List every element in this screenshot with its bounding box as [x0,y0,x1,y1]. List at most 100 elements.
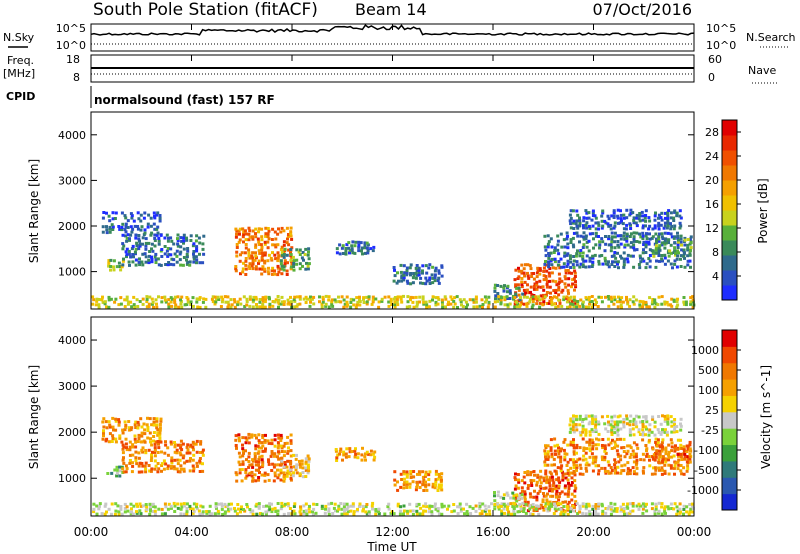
power-cell [117,303,121,307]
velocity-cell [257,439,261,443]
power-cell [188,260,192,264]
velocity-cell [399,485,403,489]
power-colorbar-swatch [722,210,737,226]
velocity-cell [108,423,112,427]
power-cell [271,227,275,231]
velocity-cell [651,417,655,421]
velocity-cell [642,466,646,470]
velocity-cell [102,425,106,429]
power-cell [579,298,583,302]
power-cell [405,271,409,275]
velocity-cell [569,417,573,421]
power-cell [257,261,260,265]
velocity-cell [138,461,142,465]
velocity-cell [567,487,571,490]
velocity-cell [661,460,664,464]
power-cell [632,235,636,239]
velocity-cell [302,509,306,513]
power-cell [616,214,620,218]
velocity-cell [663,419,667,423]
velocity-cell [523,492,527,496]
velocity-cell [241,462,245,466]
velocity-cell [233,509,237,513]
velocity-cell [151,510,155,513]
power-cell [566,289,570,293]
power-cell [623,237,627,241]
power-cell [594,227,598,231]
velocity-cell [276,509,280,513]
power-cell [572,266,576,269]
power-cell [342,252,345,255]
power-cell [166,239,170,243]
velocity-cell [557,498,561,502]
velocity-cell [245,458,248,462]
velocity-cell [644,433,647,437]
power-cell [632,237,636,241]
velocity-cell [250,470,254,474]
velocity-cell [584,433,588,437]
velocity-cell [683,455,687,459]
power-cell [358,303,362,307]
power-cell [369,247,373,251]
power-cell [582,259,586,263]
velocity-cell [507,510,511,514]
power-cell [684,300,688,304]
velocity-cell [258,466,262,470]
velocity-cell [679,455,683,459]
power-cell [631,211,635,215]
velocity-cell [280,450,284,453]
velocity-cell [517,497,521,501]
power-cell [261,251,264,255]
power-cell [276,232,280,236]
power-cell [421,281,425,285]
velocity-cell [285,441,289,445]
velocity-cell [551,487,555,491]
velocity-cell [611,438,614,442]
power-cell [113,300,117,304]
velocity-cell [650,502,654,506]
power-cell [340,295,344,299]
velocity-cell [465,510,469,513]
velocity-cell [672,507,676,511]
power-cell [553,249,557,252]
power-cell [601,240,605,244]
velocity-cell [417,470,421,474]
power-cell [176,244,180,248]
velocity-cell [539,486,543,490]
velocity-cell [673,425,677,429]
power-cell [235,254,239,258]
power-cell [568,297,572,301]
power-cell [182,233,186,237]
power-cell [135,241,139,245]
velocity-cell [552,481,556,485]
power-cell [298,262,302,266]
power-cell [669,211,673,215]
power-cell [264,226,268,230]
power-cell [553,257,557,261]
power-cell [248,229,252,233]
power-cell [548,267,552,270]
power-cell [575,224,579,228]
velocity-cell [267,460,271,464]
velocity-cell [255,436,258,440]
velocity-cell [584,431,588,434]
velocity-cell [561,478,565,482]
power-cell [551,266,555,270]
velocity-cell [436,507,440,511]
velocity-cell [591,447,595,451]
velocity-cell [257,476,261,479]
power-cell [282,240,286,244]
velocity-cell [223,502,227,506]
velocity-cell [424,509,427,513]
power-cell [138,242,142,246]
power-cell [289,300,293,304]
velocity-cell [153,442,157,446]
power-cell [392,266,396,269]
velocity-cell [327,512,331,516]
power-cell [506,297,510,300]
power-cell [556,248,560,252]
velocity-cell [437,512,441,516]
power-cell [678,226,682,230]
power-cell [130,305,134,309]
power-cell [572,245,576,249]
